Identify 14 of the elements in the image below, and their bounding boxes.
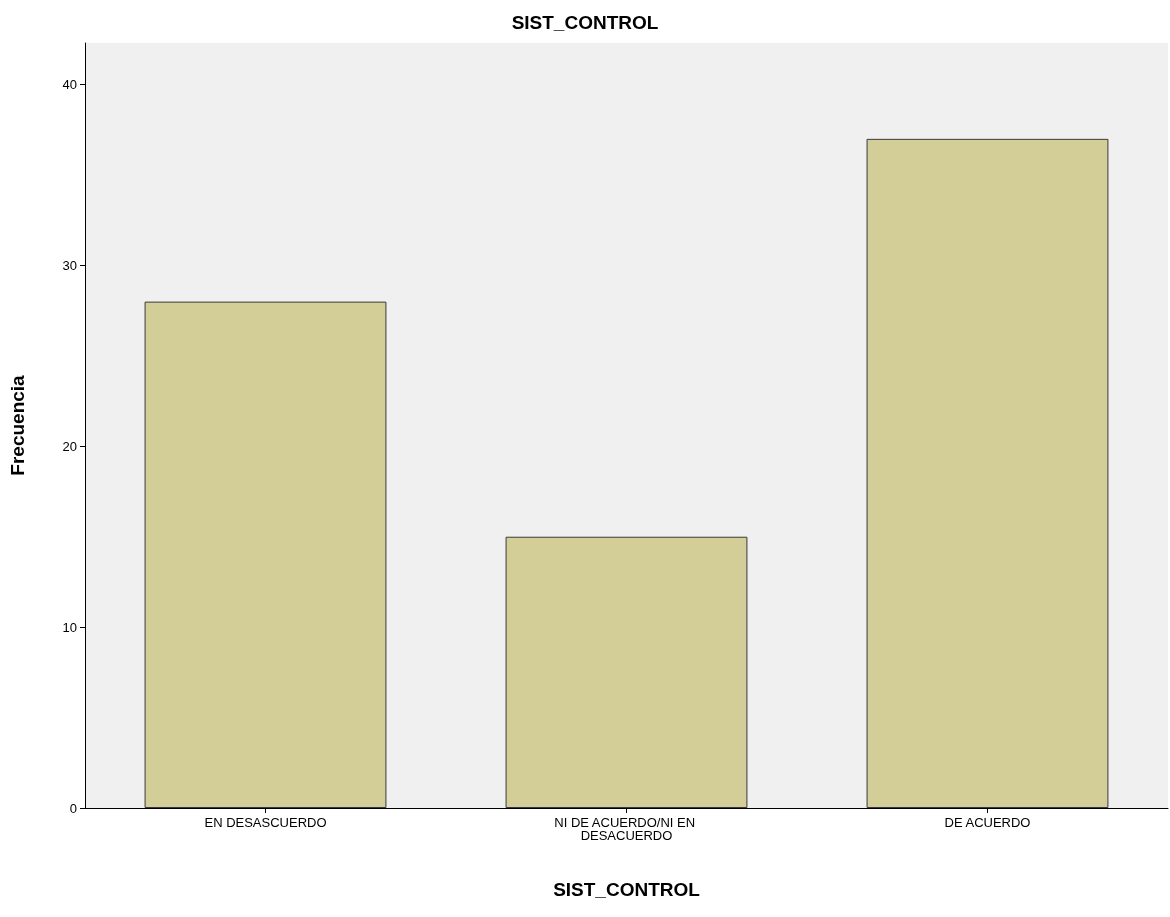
y-tick-label: 0	[69, 800, 77, 816]
chart-title: SIST_CONTROL	[511, 12, 659, 33]
y-tick-label: 20	[62, 438, 77, 454]
y-axis-title: Frecuencia	[7, 374, 28, 476]
y-tick-label: 10	[62, 619, 77, 635]
x-tick-label: EN DESASCUERDO	[204, 815, 327, 830]
bar	[505, 536, 748, 808]
bar	[866, 138, 1109, 808]
y-tick-label: 30	[62, 257, 77, 273]
y-tick-label: 40	[62, 77, 77, 93]
x-axis-title: SIST_CONTROL	[553, 879, 701, 900]
x-tick-label: NI DE ACUERDO/NI EN DESACUERDO	[554, 815, 699, 843]
bar	[144, 301, 387, 808]
x-tick-label: DE ACUERDO	[944, 815, 1031, 830]
